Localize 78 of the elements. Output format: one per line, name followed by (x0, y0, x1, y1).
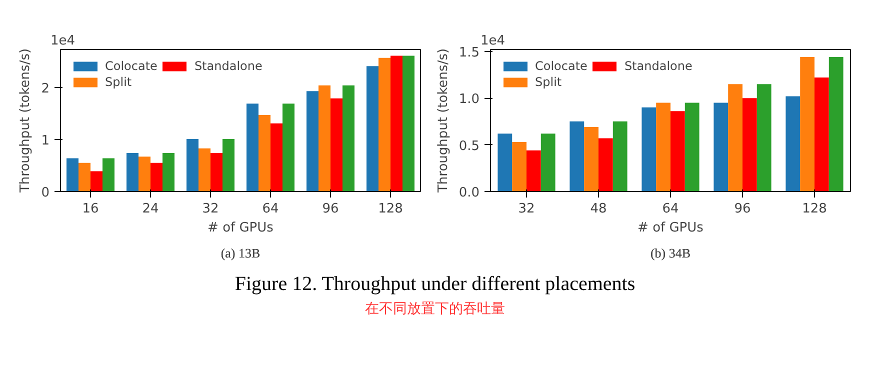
y-axis-title: Throughput (tokens/s) (18, 48, 34, 194)
x-tick-label: 16 (82, 202, 99, 216)
bar (570, 121, 584, 192)
text: (b) 34B (650, 246, 691, 260)
bar (612, 121, 628, 192)
bar (342, 85, 354, 192)
bar (378, 58, 390, 192)
bar (162, 153, 174, 192)
caption: Figure 12. Throughput under different placements (234, 272, 636, 297)
y-tick-label: 0.5 (458, 138, 480, 154)
bar (684, 102, 700, 192)
bar (210, 153, 222, 192)
x-tick-label: 24 (142, 202, 159, 216)
x-tick-label: 64 (662, 202, 679, 216)
bar (318, 85, 330, 192)
y-tick-label: 0 (41, 186, 50, 200)
bar (126, 153, 138, 192)
x-tick-label: 128 (378, 202, 403, 216)
bar (512, 142, 526, 192)
bar (102, 158, 114, 192)
x-tick-label: 32 (202, 202, 219, 216)
bar (584, 127, 598, 192)
bar (728, 84, 742, 192)
legend-label: Split (105, 75, 132, 89)
bar (828, 56, 844, 192)
text: 1e4 (50, 34, 76, 48)
bar (150, 162, 162, 192)
bar (138, 156, 150, 192)
text: (a) 13B (220, 246, 261, 260)
bar (390, 56, 402, 192)
bar (670, 111, 685, 192)
x-tick-label: 64 (262, 202, 279, 216)
bar (90, 171, 102, 192)
bar (366, 66, 378, 192)
bar (540, 134, 556, 192)
bar (786, 96, 800, 192)
bar (306, 91, 318, 192)
x-tick-label: 128 (802, 202, 827, 216)
bar (78, 162, 90, 192)
y-tick-label: 2 (41, 81, 50, 96)
bar (222, 138, 234, 192)
x-axis-title: # of GPUs (208, 220, 274, 236)
bar (656, 102, 670, 192)
bar (598, 138, 613, 192)
bar (498, 134, 512, 192)
bar (814, 78, 829, 192)
x-tick-label: 48 (590, 202, 607, 216)
bar (330, 98, 342, 192)
bar (714, 102, 728, 192)
bar (246, 104, 258, 192)
bar (258, 115, 270, 192)
legend-label: Colocate (105, 59, 158, 73)
x-tick-label: 96 (322, 202, 339, 216)
x-tick-label: 96 (734, 202, 751, 216)
legend-label: Colocate (535, 59, 588, 73)
legend-label: Split (535, 75, 562, 89)
text: 在不同放置下的吞吐量 (364, 300, 506, 319)
bar (526, 150, 541, 192)
bar (270, 123, 282, 192)
x-tick-label: 32 (518, 202, 535, 216)
x-axis-title: # of GPUs (638, 220, 704, 236)
bar (402, 56, 414, 192)
y-tick-label: 0.0 (458, 186, 480, 200)
bar (186, 138, 198, 192)
bar (66, 158, 78, 192)
legend-label: Standalone (624, 59, 692, 73)
text: 1e4 (480, 34, 506, 48)
bar (742, 98, 757, 192)
y-tick-label: 1.5 (458, 45, 480, 60)
bar (756, 84, 772, 192)
bar (282, 104, 294, 192)
y-tick-label: 1.0 (458, 92, 480, 108)
bar (642, 107, 656, 192)
y-axis-title: Throughput (tokens/s) (436, 48, 451, 194)
y-tick-label: 1 (41, 133, 50, 148)
bar (800, 56, 814, 192)
legend-label: Standalone (194, 59, 262, 73)
bar (198, 148, 210, 192)
